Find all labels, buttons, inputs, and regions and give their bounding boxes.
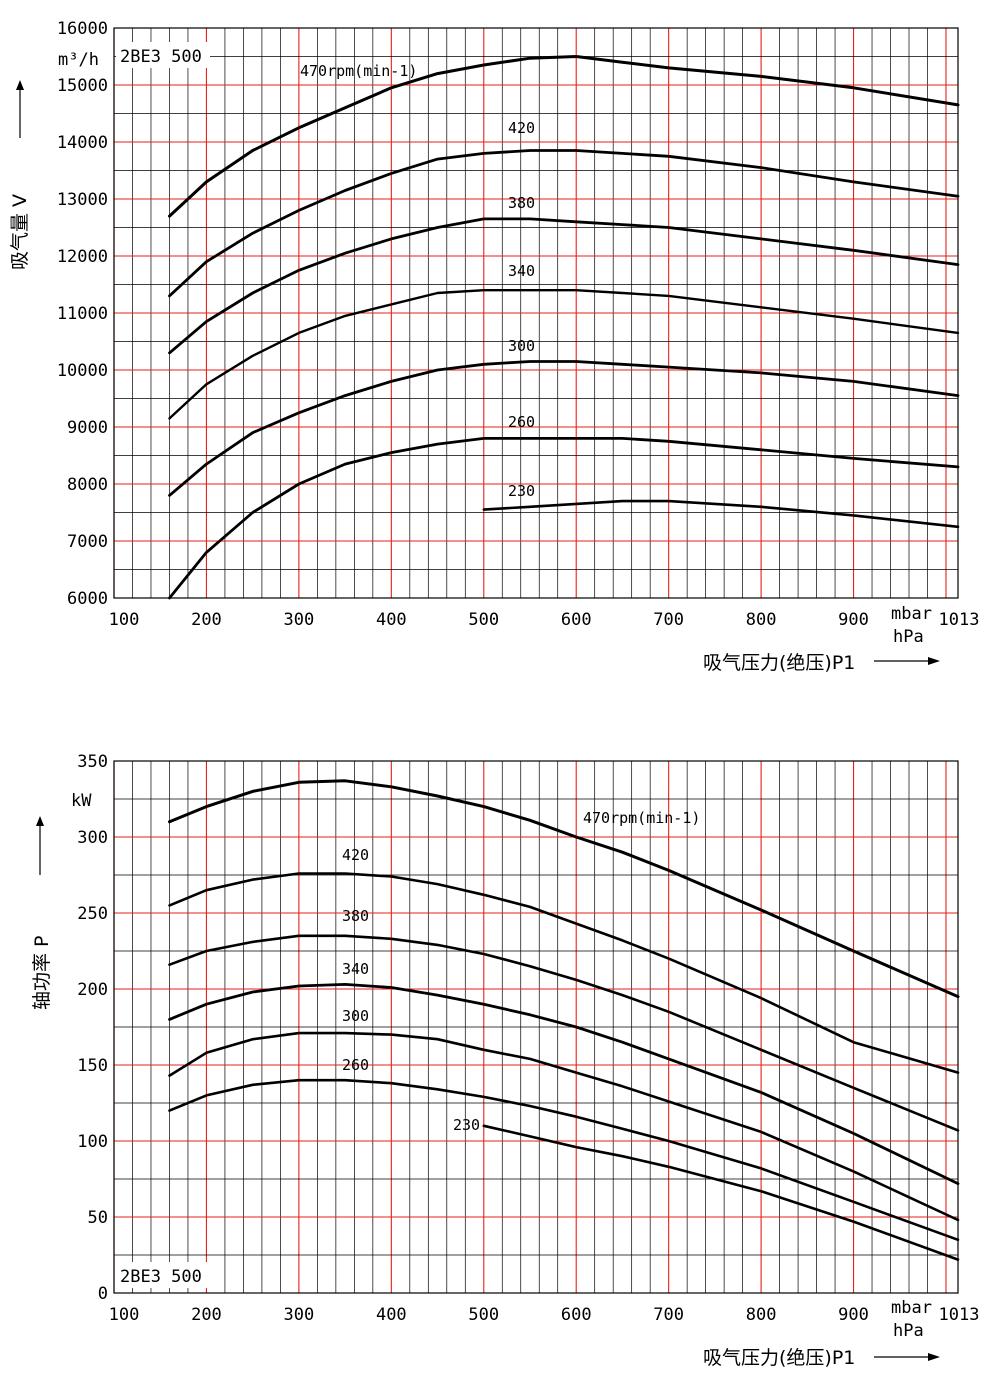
power-chart: 470rpm(min-1) 420 380 340 300 260 230 0 50 100 15…	[31, 752, 979, 1369]
series-label: 470rpm(min-1)	[300, 62, 417, 80]
power-chart-y-unit: kW	[71, 791, 92, 811]
power-chart-y-axis-label: 轴功率 P	[31, 936, 53, 1011]
x-tick-label: 100	[109, 1305, 140, 1325]
y-tick-label: 9000	[67, 418, 108, 438]
x-tick-label: 100	[109, 610, 140, 630]
series-label: 340	[342, 960, 369, 978]
x-tick-label: 1013	[939, 610, 980, 630]
series-label: 300	[508, 337, 535, 355]
series-label: 470rpm(min-1)	[583, 809, 700, 827]
x-tick-label: 1013	[939, 1305, 980, 1325]
x-tick-label: 300	[284, 1305, 315, 1325]
x-tick-label: 600	[561, 610, 592, 630]
flow-chart-x-arrow-icon	[874, 657, 940, 665]
y-tick-label: 0	[98, 1284, 108, 1304]
power-chart-x-axis-label: 吸气压力(绝压)P1	[703, 1347, 855, 1369]
series-line-340	[168, 983, 960, 1185]
series-label: 420	[508, 119, 535, 137]
flow-chart-curves: 470rpm(min-1) 420 380 340 300 260 230	[168, 55, 960, 600]
y-tick-label: 11000	[57, 304, 108, 324]
x-tick-label: 600	[561, 1305, 592, 1325]
series-line-230	[482, 499, 960, 529]
power-chart-model-label: 2BE3 500	[120, 1267, 202, 1287]
flow-chart-y-arrow-icon	[16, 80, 24, 138]
flow-chart-y-ticks: 6000 7000 8000 9000 10000 11000 12000 13000 1400…	[57, 19, 108, 609]
series-line-300	[168, 1031, 960, 1222]
flow-chart-x-unit-2: hPa	[893, 627, 924, 647]
series-line-380	[168, 217, 960, 355]
series-label: 380	[342, 907, 369, 925]
flow-chart-y-unit: m³/h	[58, 50, 99, 70]
y-tick-label: 8000	[67, 475, 108, 495]
flow-chart-model-label: 2BE3 500	[120, 47, 202, 67]
series-line-420	[168, 872, 960, 1074]
y-tick-label: 10000	[57, 361, 108, 381]
series-line-470rpmmin1	[168, 779, 960, 999]
x-tick-label: 200	[191, 610, 222, 630]
y-tick-label: 50	[88, 1208, 108, 1228]
series-label: 300	[342, 1007, 369, 1025]
flow-chart-x-axis-label: 吸气压力(绝压)P1	[703, 652, 855, 674]
y-tick-label: 6000	[67, 589, 108, 609]
x-tick-label: 500	[468, 1305, 499, 1325]
series-line-230	[482, 1124, 960, 1261]
x-tick-label: 800	[746, 610, 777, 630]
flow-chart: 470rpm(min-1) 420 380 340 300 260 230 6000 7000…	[9, 19, 979, 674]
plot-frame	[113, 27, 959, 599]
x-tick-label: 400	[376, 610, 407, 630]
plot-frame	[113, 760, 959, 1294]
x-tick-label: 800	[746, 1305, 777, 1325]
y-tick-label: 150	[77, 1056, 108, 1076]
series-label: 420	[342, 846, 369, 864]
x-tick-label: 200	[191, 1305, 222, 1325]
x-tick-label: 900	[838, 610, 869, 630]
y-tick-label: 14000	[57, 133, 108, 153]
series-label: 260	[342, 1056, 369, 1074]
series-line-260	[168, 1078, 960, 1242]
series-line-420	[168, 149, 960, 298]
y-tick-label: 300	[77, 828, 108, 848]
x-tick-label: 700	[653, 610, 684, 630]
series-label: 260	[508, 413, 535, 431]
y-tick-label: 250	[77, 904, 108, 924]
y-tick-label: 7000	[67, 532, 108, 552]
series-label: 230	[508, 482, 535, 500]
y-tick-label: 350	[77, 752, 108, 772]
x-tick-label: 700	[653, 1305, 684, 1325]
power-chart-x-unit-2: hPa	[893, 1321, 924, 1341]
x-tick-label: 300	[284, 610, 315, 630]
series-label: 340	[508, 262, 535, 280]
series-line-380	[168, 934, 960, 1132]
series-line-340	[168, 289, 960, 420]
power-chart-model-box	[116, 1262, 210, 1288]
power-chart-y-ticks: 0 50 100 150 200 250 300 350	[77, 752, 108, 1304]
flow-chart-grid	[113, 27, 959, 599]
series-label: 380	[508, 194, 535, 212]
series-line-300	[168, 360, 960, 497]
series-line-260	[168, 436, 960, 600]
series-label: 230	[453, 1116, 480, 1134]
y-tick-label: 13000	[57, 190, 108, 210]
x-tick-label: 500	[468, 610, 499, 630]
y-tick-label: 15000	[57, 76, 108, 96]
flow-chart-y-axis-label: 吸气量 V	[9, 194, 31, 270]
flow-chart-model-box	[116, 42, 210, 68]
series-line-470rpmmin1	[168, 55, 960, 218]
x-tick-label: 400	[376, 1305, 407, 1325]
power-chart-x-arrow-icon	[874, 1353, 940, 1361]
power-chart-x-unit: mbar	[891, 1298, 932, 1318]
power-chart-x-ticks: 100 200 300 400 500 600 700 800 900 1013	[109, 1305, 980, 1325]
y-tick-label: 100	[77, 1132, 108, 1152]
y-tick-label: 16000	[57, 19, 108, 39]
flow-chart-x-ticks: 100 200 300 400 500 600 700 800 900 1013	[109, 610, 980, 630]
x-tick-label: 900	[838, 1305, 869, 1325]
flow-chart-x-unit: mbar	[891, 604, 932, 624]
power-chart-curves: 470rpm(min-1) 420 380 340 300 260 230	[168, 779, 960, 1261]
y-tick-label: 12000	[57, 247, 108, 267]
power-chart-y-arrow-icon	[36, 816, 44, 875]
y-tick-label: 200	[77, 980, 108, 1000]
